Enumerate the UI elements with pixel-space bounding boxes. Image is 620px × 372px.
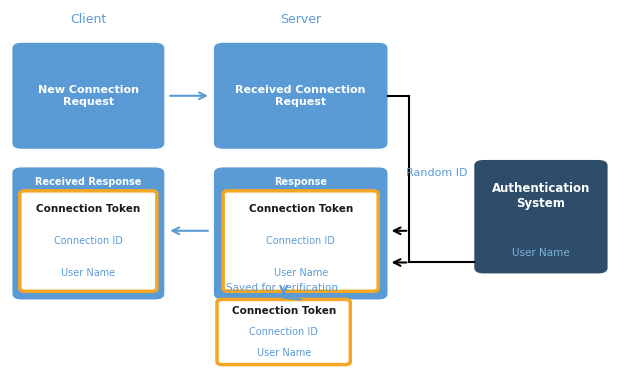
Text: Connection ID: Connection ID bbox=[266, 236, 335, 246]
FancyBboxPatch shape bbox=[217, 299, 350, 365]
FancyBboxPatch shape bbox=[20, 191, 157, 291]
Text: New Connection
Request: New Connection Request bbox=[38, 85, 139, 107]
FancyBboxPatch shape bbox=[12, 167, 164, 299]
Text: User Name: User Name bbox=[257, 348, 311, 358]
Text: Saved for verification: Saved for verification bbox=[226, 283, 338, 293]
FancyBboxPatch shape bbox=[474, 160, 608, 273]
Text: Response: Response bbox=[274, 177, 327, 186]
Text: Connection ID: Connection ID bbox=[249, 327, 318, 337]
Text: Authentication
System: Authentication System bbox=[492, 182, 590, 210]
Text: User Name: User Name bbox=[61, 268, 115, 278]
Text: Received Connection
Request: Received Connection Request bbox=[236, 85, 366, 107]
FancyBboxPatch shape bbox=[223, 191, 378, 291]
Text: Received Response: Received Response bbox=[35, 177, 141, 186]
Text: Random ID: Random ID bbox=[406, 168, 467, 178]
Text: User Name: User Name bbox=[273, 268, 328, 278]
Text: Connection Token: Connection Token bbox=[231, 306, 336, 316]
Text: Connection Token: Connection Token bbox=[36, 204, 141, 214]
Text: Client: Client bbox=[70, 13, 106, 26]
FancyBboxPatch shape bbox=[12, 43, 164, 149]
Text: Connection ID: Connection ID bbox=[54, 236, 123, 246]
Text: Server: Server bbox=[280, 13, 321, 26]
FancyBboxPatch shape bbox=[214, 43, 388, 149]
FancyBboxPatch shape bbox=[214, 167, 388, 299]
Text: Connection Token: Connection Token bbox=[249, 204, 353, 214]
Text: User Name: User Name bbox=[512, 248, 570, 258]
